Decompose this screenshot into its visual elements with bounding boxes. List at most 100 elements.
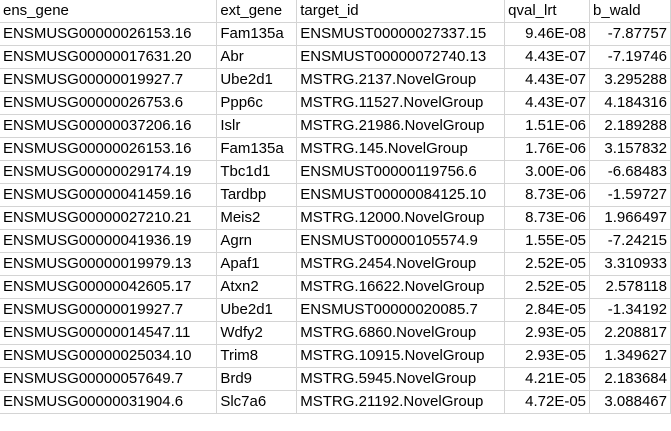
table-row: ENSMUSG00000042605.17 Atxn2 MSTRG.16622.No… xyxy=(0,275,671,299)
cell-b-wald[interactable]: 3.157832 xyxy=(589,137,671,161)
cell-b-wald[interactable]: 3.088467 xyxy=(589,390,671,414)
cell-qval-lrt[interactable]: 4.72E-05 xyxy=(504,390,591,414)
table-row: ENSMUSG00000019927.7 Ube2d1 ENSMUST0000002… xyxy=(0,298,671,322)
cell-target-id[interactable]: ENSMUST00000084125.10 xyxy=(296,183,506,207)
cell-ext-gene[interactable]: Tbc1d1 xyxy=(216,160,298,184)
cell-ens-gene[interactable]: ENSMUSG00000041936.19 xyxy=(0,229,218,253)
cell-ext-gene[interactable]: Fam135a xyxy=(216,22,298,46)
header-cell-ens-gene[interactable]: ens_gene xyxy=(0,0,218,23)
cell-qval-lrt[interactable]: 4.43E-07 xyxy=(504,45,591,69)
table-row: ENSMUSG00000041936.19 Agrn ENSMUST00000105… xyxy=(0,229,671,253)
cell-qval-lrt[interactable]: 2.84E-05 xyxy=(504,298,591,322)
cell-qval-lrt[interactable]: 4.43E-07 xyxy=(504,68,591,92)
cell-ens-gene[interactable]: ENSMUSG00000019927.7 xyxy=(0,68,218,92)
table-row: ENSMUSG00000041459.16 Tardbp ENSMUST000000… xyxy=(0,183,671,207)
cell-target-id[interactable]: ENSMUST00000027337.15 xyxy=(296,22,506,46)
cell-ext-gene[interactable]: Fam135a xyxy=(216,137,298,161)
cell-ext-gene[interactable]: Tardbp xyxy=(216,183,298,207)
cell-ext-gene[interactable]: Ube2d1 xyxy=(216,68,298,92)
cell-ens-gene[interactable]: ENSMUSG00000037206.16 xyxy=(0,114,218,138)
cell-target-id[interactable]: ENSMUST00000119756.6 xyxy=(296,160,506,184)
cell-target-id[interactable]: MSTRG.16622.NovelGroup xyxy=(296,275,506,299)
cell-ens-gene[interactable]: ENSMUSG00000026153.16 xyxy=(0,137,218,161)
table-row: ENSMUSG00000025034.10 Trim8 MSTRG.10915.No… xyxy=(0,344,671,368)
cell-target-id[interactable]: ENSMUST00000072740.13 xyxy=(296,45,506,69)
header-cell-target-id[interactable]: target_id xyxy=(296,0,506,23)
cell-qval-lrt[interactable]: 8.73E-06 xyxy=(504,206,591,230)
cell-qval-lrt[interactable]: 3.00E-06 xyxy=(504,160,591,184)
cell-target-id[interactable]: MSTRG.21192.NovelGroup xyxy=(296,390,506,414)
cell-ext-gene[interactable]: Atxn2 xyxy=(216,275,298,299)
cell-qval-lrt[interactable]: 1.51E-06 xyxy=(504,114,591,138)
cell-ens-gene[interactable]: ENSMUSG00000029174.19 xyxy=(0,160,218,184)
cell-ext-gene[interactable]: Meis2 xyxy=(216,206,298,230)
table-row: ENSMUSG00000019979.13 Apaf1 MSTRG.2454.Nov… xyxy=(0,252,671,276)
table-row: ENSMUSG00000029174.19 Tbc1d1 ENSMUST000001… xyxy=(0,160,671,184)
cell-target-id[interactable]: MSTRG.11527.NovelGroup xyxy=(296,91,506,115)
cell-target-id[interactable]: MSTRG.145.NovelGroup xyxy=(296,137,506,161)
cell-ext-gene[interactable]: Apaf1 xyxy=(216,252,298,276)
cell-qval-lrt[interactable]: 2.52E-05 xyxy=(504,275,591,299)
cell-target-id[interactable]: ENSMUST00000105574.9 xyxy=(296,229,506,253)
cell-b-wald[interactable]: 2.189288 xyxy=(589,114,671,138)
cell-qval-lrt[interactable]: 9.46E-08 xyxy=(504,22,591,46)
header-cell-ext-gene[interactable]: ext_gene xyxy=(216,0,298,23)
cell-b-wald[interactable]: -7.19746 xyxy=(589,45,671,69)
cell-qval-lrt[interactable]: 2.93E-05 xyxy=(504,321,591,345)
cell-ext-gene[interactable]: Wdfy2 xyxy=(216,321,298,345)
cell-ext-gene[interactable]: Slc7a6 xyxy=(216,390,298,414)
cell-ens-gene[interactable]: ENSMUSG00000026753.6 xyxy=(0,91,218,115)
cell-ext-gene[interactable]: Agrn xyxy=(216,229,298,253)
cell-target-id[interactable]: MSTRG.6860.NovelGroup xyxy=(296,321,506,345)
cell-target-id[interactable]: MSTRG.2454.NovelGroup xyxy=(296,252,506,276)
cell-ens-gene[interactable]: ENSMUSG00000026153.16 xyxy=(0,22,218,46)
cell-qval-lrt[interactable]: 4.43E-07 xyxy=(504,91,591,115)
cell-ens-gene[interactable]: ENSMUSG00000014547.11 xyxy=(0,321,218,345)
cell-qval-lrt[interactable]: 2.93E-05 xyxy=(504,344,591,368)
cell-ext-gene[interactable]: Ube2d1 xyxy=(216,298,298,322)
cell-target-id[interactable]: ENSMUST00000020085.7 xyxy=(296,298,506,322)
cell-ens-gene[interactable]: ENSMUSG00000027210.21 xyxy=(0,206,218,230)
cell-ext-gene[interactable]: Brd9 xyxy=(216,367,298,391)
cell-qval-lrt[interactable]: 1.55E-05 xyxy=(504,229,591,253)
cell-b-wald[interactable]: -1.34192 xyxy=(589,298,671,322)
header-row: ens_gene ext_gene target_id qval_lrt b_w… xyxy=(0,0,671,23)
cell-b-wald[interactable]: 2.208817 xyxy=(589,321,671,345)
cell-ens-gene[interactable]: ENSMUSG00000025034.10 xyxy=(0,344,218,368)
cell-b-wald[interactable]: 1.966497 xyxy=(589,206,671,230)
grid-body: ens_gene ext_gene target_id qval_lrt b_w… xyxy=(0,0,671,414)
cell-b-wald[interactable]: 3.310933 xyxy=(589,252,671,276)
cell-ext-gene[interactable]: Trim8 xyxy=(216,344,298,368)
cell-target-id[interactable]: MSTRG.12000.NovelGroup xyxy=(296,206,506,230)
cell-target-id[interactable]: MSTRG.21986.NovelGroup xyxy=(296,114,506,138)
cell-ext-gene[interactable]: Abr xyxy=(216,45,298,69)
cell-b-wald[interactable]: 3.295288 xyxy=(589,68,671,92)
cell-target-id[interactable]: MSTRG.2137.NovelGroup xyxy=(296,68,506,92)
cell-ext-gene[interactable]: Islr xyxy=(216,114,298,138)
cell-b-wald[interactable]: 2.578118 xyxy=(589,275,671,299)
cell-qval-lrt[interactable]: 8.73E-06 xyxy=(504,183,591,207)
cell-target-id[interactable]: MSTRG.5945.NovelGroup xyxy=(296,367,506,391)
table-row: ENSMUSG00000027210.21 Meis2 MSTRG.12000.No… xyxy=(0,206,671,230)
cell-qval-lrt[interactable]: 2.52E-05 xyxy=(504,252,591,276)
cell-b-wald[interactable]: 2.183684 xyxy=(589,367,671,391)
cell-qval-lrt[interactable]: 4.21E-05 xyxy=(504,367,591,391)
cell-qval-lrt[interactable]: 1.76E-06 xyxy=(504,137,591,161)
cell-ext-gene[interactable]: Ppp6c xyxy=(216,91,298,115)
header-cell-b-wald[interactable]: b_wald xyxy=(589,0,671,23)
cell-b-wald[interactable]: 4.184316 xyxy=(589,91,671,115)
cell-ens-gene[interactable]: ENSMUSG00000042605.17 xyxy=(0,275,218,299)
cell-ens-gene[interactable]: ENSMUSG00000041459.16 xyxy=(0,183,218,207)
cell-ens-gene[interactable]: ENSMUSG00000019979.13 xyxy=(0,252,218,276)
cell-target-id[interactable]: MSTRG.10915.NovelGroup xyxy=(296,344,506,368)
cell-b-wald[interactable]: -1.59727 xyxy=(589,183,671,207)
cell-b-wald[interactable]: 1.349627 xyxy=(589,344,671,368)
cell-ens-gene[interactable]: ENSMUSG00000057649.7 xyxy=(0,367,218,391)
cell-b-wald[interactable]: -6.68483 xyxy=(589,160,671,184)
cell-ens-gene[interactable]: ENSMUSG00000031904.6 xyxy=(0,390,218,414)
header-cell-qval-lrt[interactable]: qval_lrt xyxy=(504,0,591,23)
cell-b-wald[interactable]: -7.87757 xyxy=(589,22,671,46)
cell-b-wald[interactable]: -7.24215 xyxy=(589,229,671,253)
cell-ens-gene[interactable]: ENSMUSG00000019927.7 xyxy=(0,298,218,322)
cell-ens-gene[interactable]: ENSMUSG00000017631.20 xyxy=(0,45,218,69)
